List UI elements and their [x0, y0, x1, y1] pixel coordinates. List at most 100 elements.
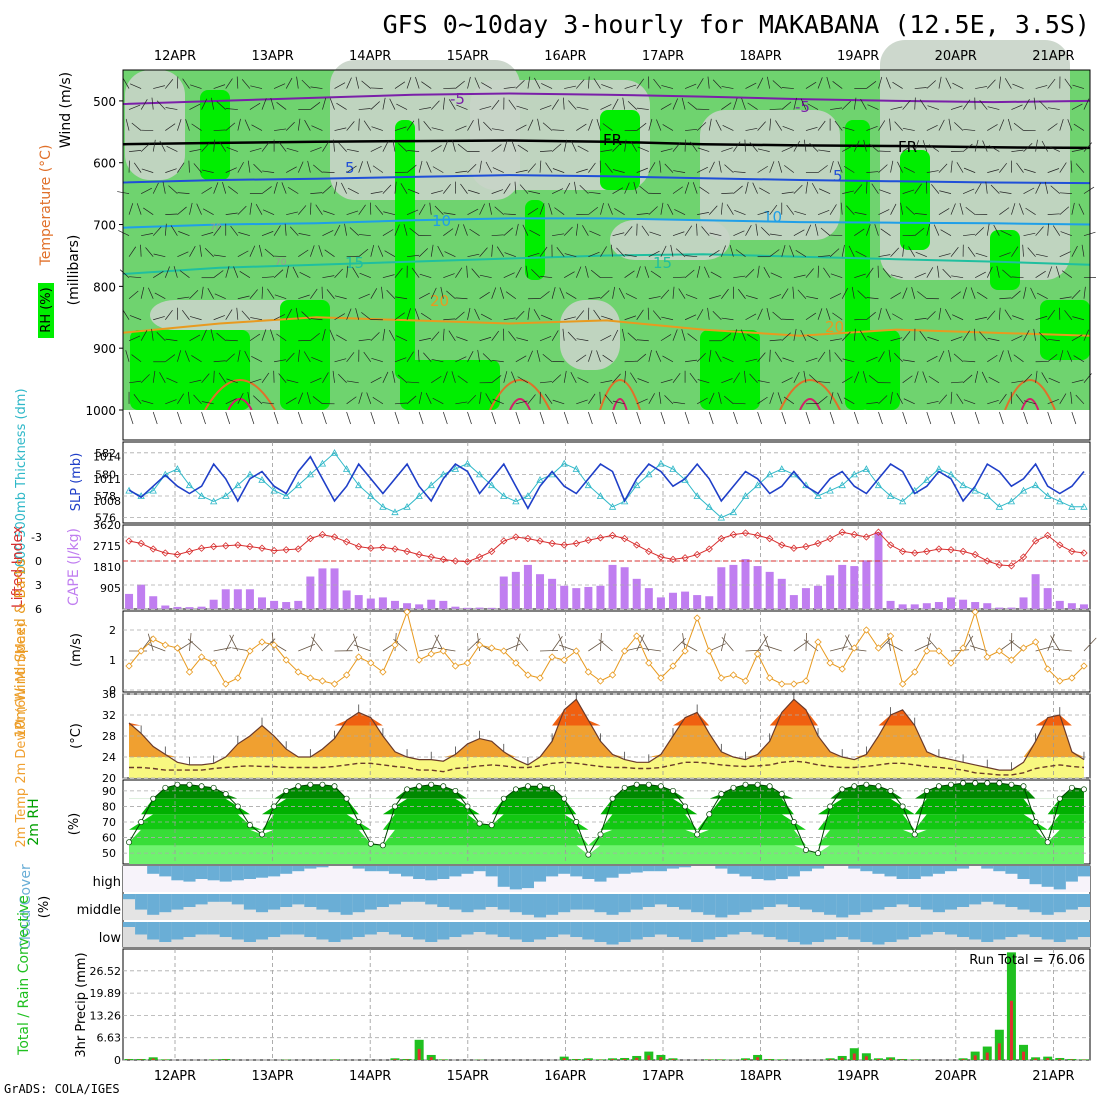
wind10-speed-point [572, 647, 580, 655]
upper-wind-barb [817, 265, 820, 278]
precip-convective-bar [876, 1059, 880, 1060]
thickness-point [330, 448, 339, 456]
upper-wind-barb [522, 224, 529, 236]
upper-air-frame [122, 69, 1091, 441]
upper-wind-barb [817, 165, 828, 173]
upper-wind-barb [213, 315, 225, 321]
lifted-tick-label: -3 [31, 531, 42, 544]
upper-wind-barb [444, 251, 456, 258]
thickness-point [149, 486, 157, 494]
upper-wind-barb [479, 274, 492, 279]
upper-wind-barb [653, 78, 662, 89]
upper-wind-barb [675, 248, 686, 257]
upper-wind-barb [467, 253, 480, 258]
upper-wind-barb [491, 234, 504, 237]
upper-wind-barb [927, 336, 940, 342]
upper-wind-barb [397, 374, 408, 384]
upper-wind-barb [869, 143, 879, 152]
cloud-high-bar [304, 866, 317, 869]
upper-wind-barb [189, 379, 202, 384]
upper-wind-barb [696, 309, 704, 320]
lifted-index-point [1044, 531, 1052, 540]
thickness-point [197, 492, 206, 499]
upper-wind-barb [781, 377, 793, 384]
cape-bar [366, 598, 375, 609]
upper-wind-barb [950, 381, 963, 384]
upper-wind-barb [382, 229, 394, 236]
upper-wind-barb [442, 97, 445, 110]
upper-wind-barb [429, 202, 432, 215]
upper-wind-barb [781, 146, 793, 152]
upper-wind-barb [1059, 296, 1072, 300]
rh-moist-patch [400, 360, 500, 410]
upper-wind-barb [539, 150, 553, 152]
pressure-tick-label: 500 [93, 95, 116, 109]
wind10-speed-point [415, 656, 423, 664]
cape-bar [245, 589, 254, 609]
upper-wind-barb [372, 396, 384, 405]
upper-wind-barb [975, 252, 988, 258]
upper-wind-barb [926, 223, 931, 236]
wind10-speed-point [403, 608, 411, 616]
wind10-speed-point [524, 671, 532, 679]
wind-axis-label: Wind (m/s) [58, 72, 74, 148]
upper-wind-barb [261, 186, 272, 194]
upper-wind-barb [942, 268, 952, 278]
upper-wind-barb [201, 232, 214, 237]
cloud-middle-bar [739, 894, 752, 913]
upper-wind-barb [181, 309, 190, 320]
temp2m-orange-area [129, 699, 1084, 757]
rh2m-band [129, 783, 1084, 799]
cloud-middle-bar [1053, 894, 1066, 913]
upper-wind-barb [879, 189, 891, 194]
rh2m-point [1068, 784, 1075, 791]
upper-wind-barb [312, 396, 323, 405]
top-date-label: 18APR [739, 49, 781, 64]
cloud-low-bar [219, 922, 232, 937]
upper-wind-barb [576, 338, 589, 342]
rh2m-point [452, 787, 459, 794]
upper-wind-barb [938, 394, 948, 405]
upper-wind-barb [709, 295, 721, 300]
thickness-point [209, 497, 218, 505]
cloud-middle-bar [521, 894, 534, 915]
surface-wind-barb [394, 411, 400, 425]
upper-wind-barb [648, 350, 652, 362]
upper-wind-barb [491, 99, 500, 110]
upper-wind-barb [133, 162, 142, 173]
cloud-high-bar [413, 866, 426, 879]
cape-bar [463, 607, 472, 609]
upper-wind-barb [159, 140, 166, 152]
wind10-speed-point [850, 644, 858, 652]
upper-wind-barb [1011, 276, 1024, 279]
upper-wind-barb [604, 162, 613, 173]
upper-wind-barb [612, 187, 624, 194]
upper-wind-barb [389, 330, 396, 341]
upper-wind-barb [1083, 329, 1089, 341]
cape-bar [487, 607, 496, 609]
upper-wind-barb [249, 245, 256, 257]
rh2m-point [126, 839, 132, 846]
lifted-index-point [355, 542, 363, 551]
upper-wind-barb [225, 339, 238, 342]
upper-wind-barb [298, 233, 311, 237]
upper-wind-barb [515, 310, 525, 320]
cape-bar [922, 603, 931, 609]
upper-wind-barb [437, 245, 444, 257]
upper-wind-barb [166, 146, 178, 152]
cloud-low-bar [763, 922, 776, 937]
upper-wind-barb [962, 330, 970, 341]
isotherm-30-bump [612, 398, 628, 411]
surface-wind-barb [926, 411, 932, 425]
upper-wind-barb [650, 270, 662, 278]
upper-wind-barb [396, 103, 408, 110]
cloud-middle-bar [533, 894, 547, 918]
upper-wind-barb [888, 349, 891, 362]
surface-wind-barb [588, 411, 593, 425]
wind10-barb [434, 634, 444, 652]
cape-bar [415, 604, 424, 609]
lifted-index-point [898, 547, 907, 556]
upper-wind-barb [322, 372, 329, 383]
upper-wind-barb [724, 395, 734, 405]
cloud-middle-bar [135, 894, 148, 910]
